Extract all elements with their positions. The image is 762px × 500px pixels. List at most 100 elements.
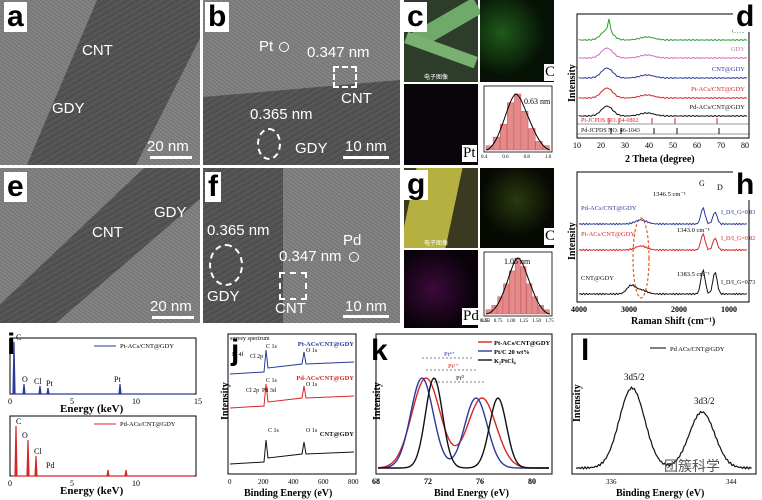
scale-label: 20 nm (147, 138, 189, 155)
panel-a-tem-image: a CNT GDY 20 nm (0, 0, 200, 165)
hist-bar (514, 257, 521, 315)
panel-label: a (4, 2, 27, 32)
eds-peak-label: Cl (34, 447, 42, 456)
scale-label: 10 nm (345, 138, 387, 155)
hist-bar (520, 266, 527, 315)
hist-bar (521, 111, 529, 151)
d-series-line (578, 67, 748, 80)
panel-label: e (4, 172, 27, 202)
lattice-spacing-1: 0.347 nm (307, 44, 370, 61)
j-tick-label: 400 (288, 478, 299, 486)
h-series-line (578, 206, 748, 226)
j-tick-label: 200 (258, 478, 269, 486)
eds-tick-label: 15 (194, 397, 202, 406)
hist-bar (528, 128, 536, 151)
mapping-c-channel (480, 0, 554, 82)
mapping-legend: 电子图像 (424, 74, 449, 81)
panel-b-hrtem-image: b Pt 0.347 nm CNT 0.365 nm GDY 10 nm (203, 0, 400, 165)
h-peak-label: 1343.0 cm⁻¹ (677, 227, 710, 234)
hist-bar (535, 141, 543, 151)
h-legend-item: Pt-ACs/CNT@GDY (581, 231, 635, 238)
l-peak-label: 3d5/2 (624, 372, 645, 382)
lattice-ellipse (257, 128, 281, 160)
panel-k-pt4f-chart: Intensity Bind Energy (eV) 68 72 76 80 Pt-A… (362, 328, 562, 500)
j-series-line (229, 383, 355, 409)
panel-e-tem-image: e GDY CNT 20 nm (0, 168, 200, 323)
h-ratio-label: I_D/I_G=0.73 (721, 280, 755, 286)
d-tick-label: 10 (573, 141, 581, 150)
d-tick-label: 40 (645, 141, 653, 150)
panel-label: g (404, 170, 429, 200)
d-legend-item: Pt-ACs/CNT@GDY (691, 86, 745, 93)
k-tick-label: 72 (424, 477, 432, 486)
j-peak-label: Pd 3d (262, 388, 276, 394)
j-peak-label: Cl 2p (246, 388, 259, 394)
j-peak-label: C 1s (268, 428, 280, 434)
d-tick-label: 70 (717, 141, 725, 150)
h-tick-label: 1000 (721, 305, 737, 314)
panel-k-label: k (371, 334, 388, 367)
h-ratio-label: I_D/I_G=0.82 (721, 236, 755, 242)
j-peak-label: O 1s (306, 428, 318, 434)
scale-label: 20 nm (150, 298, 192, 315)
d-ref-label: Pd-JCPDS NO. 46-1043 (581, 128, 640, 134)
panel-i-eds-chart: Energy (keV) Energy (keV) Pt-ACs/CNT@GDY… (0, 328, 205, 500)
d-tick-label: 80 (741, 141, 749, 150)
panel-g-mapping: g 电子图像 C Pd 1.05 nm 0.50 0.75 1.00 1.25 1.50… (404, 168, 554, 328)
hist-bar (491, 305, 498, 315)
panel-label: f (205, 172, 221, 202)
lattice-box (279, 272, 307, 300)
c-label: C (544, 64, 554, 81)
g-histogram: 1.05 nm 0.50 0.75 1.00 1.25 1.50 1.75 0.25 (480, 251, 554, 324)
hist-tick-label: 1.25 (519, 319, 528, 324)
j-xlabel: Binding Energy (eV) (244, 488, 332, 499)
h-highlight-ellipse (632, 217, 650, 299)
panel-j-xps-chart: Intensity Binding Energy (eV) 0 200 400 600… (210, 328, 360, 500)
j-series-line (229, 349, 355, 375)
j-tick-label: 800 (348, 478, 359, 486)
lattice-spacing-2: 0.347 nm (279, 248, 342, 265)
d-series-line (578, 87, 748, 100)
j-peak-label: O 1s (306, 382, 318, 388)
watermark: 团簇科学 (664, 459, 720, 475)
pd-marker (349, 252, 359, 262)
l-ylabel: Intensity (572, 384, 583, 422)
j-ylabel: Intensity (220, 382, 231, 420)
hist-tick-label: 0.6 (502, 155, 509, 160)
hist-tick-label: 0.25 (480, 319, 489, 324)
d-legend-item: GDY (731, 46, 745, 53)
scale-bar (343, 315, 389, 318)
c-label: C (544, 228, 554, 245)
mapping-c-channel (480, 168, 554, 248)
panel-l-label: l (581, 334, 590, 367)
h-xlabel: Raman Shift (cm⁻¹) (631, 316, 715, 327)
j-legend-item: CNT@GDY (320, 431, 355, 438)
eds-legend: Pt-ACs/CNT@GDY (120, 343, 174, 350)
panel-l-pd3d-chart: Intensity Binding Energy (eV) 336 344 Pd … (566, 328, 762, 500)
hist-bar (500, 123, 507, 151)
pd-label: Pd (462, 308, 480, 325)
l-tick-label: 336 (606, 478, 617, 486)
hist-bar (543, 309, 550, 315)
lattice-ellipse (209, 244, 243, 286)
k-series-line (378, 377, 549, 469)
k-xlabel: Bind Energy (eV) (434, 488, 509, 499)
eds-peak-label: Pt (114, 375, 121, 384)
eds-spectrum (12, 341, 194, 395)
j-peak-label: Cl 2p (250, 354, 263, 360)
k-series-line (377, 377, 549, 469)
j-peak-label: survey spectrum (230, 336, 270, 342)
h-tick-label: 2000 (671, 305, 687, 314)
eds-tick-label: 5 (70, 479, 74, 488)
scale-bar (152, 316, 194, 319)
j-peak-label: C 1s (266, 378, 278, 384)
k-tick-label: 68 (372, 477, 380, 486)
hist-bar (507, 102, 515, 151)
h-legend-item: CNT@GDY (581, 275, 614, 282)
d-legend-item: Pd-ACs/CNT@GDY (690, 104, 746, 111)
h-legend-item: Pd-ACs/CNT@GDY (581, 205, 637, 212)
j-legend-item: Pt-ACs/CNT@GDY (298, 341, 355, 348)
hist-tick-label: 0.75 (494, 319, 503, 324)
gdy-label: GDY (154, 204, 187, 221)
d-series-line (578, 105, 748, 118)
